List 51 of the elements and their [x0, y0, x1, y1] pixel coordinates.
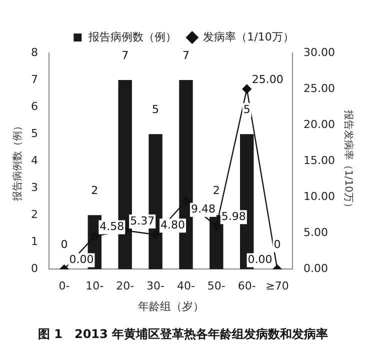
- data-label: 2: [212, 184, 220, 198]
- legend-label: 报告病例数（例）: [88, 30, 177, 44]
- y-tick-label: 2: [31, 208, 38, 222]
- x-tick-label: 0-: [58, 280, 70, 293]
- x-tick-label: ≥70: [266, 280, 289, 293]
- point: [181, 196, 191, 206]
- x-axis-title: 年龄组（岁）: [138, 300, 204, 313]
- x-tick-label: 60-: [238, 280, 256, 293]
- y2-tick-label: 5.00: [304, 226, 328, 240]
- data-label: 0: [274, 238, 281, 252]
- y-tick-label: 5: [31, 126, 38, 140]
- x-tick-label: 50-: [207, 280, 226, 293]
- data-label: 5.98: [221, 210, 246, 223]
- y-tick-label: 4: [31, 154, 38, 167]
- x-tick-label: 10-: [86, 280, 104, 293]
- x-tick-label: 20-: [116, 280, 134, 293]
- data-label: 7: [182, 48, 190, 62]
- point: [150, 230, 160, 240]
- data-label: 25.00: [252, 72, 284, 86]
- data-label: 4.80: [160, 218, 186, 232]
- data-label: 5.37: [130, 214, 155, 228]
- data-label: 7: [122, 48, 129, 62]
- y2-tick-label: 25.00: [304, 82, 336, 95]
- y-tick-label: 8: [31, 46, 38, 59]
- y2-tick-label: 30.00: [304, 46, 336, 59]
- data-label: 5: [152, 102, 160, 116]
- y2-axis-title: 报告发病率（1/10万）: [342, 108, 354, 212]
- y-tick-label: 3: [31, 180, 38, 194]
- data-label: 0: [60, 238, 68, 252]
- y-tick-label: 0: [31, 262, 38, 276]
- y-tick-label: 1: [31, 235, 38, 248]
- data-label: 4.58: [100, 220, 124, 234]
- y-tick-label: 7: [31, 72, 38, 86]
- point: [90, 232, 100, 241]
- data-label: 9.48: [190, 202, 216, 216]
- y-tick-label: 6: [31, 100, 38, 113]
- data-label: 2: [91, 184, 98, 198]
- x-tick-label: 30-: [146, 280, 165, 293]
- point: [242, 84, 252, 94]
- y2-tick-label: 20.00: [304, 118, 336, 131]
- data-label: 5: [243, 102, 250, 116]
- y2-tick-label: 15.00: [304, 154, 336, 167]
- data-label: 0.00: [69, 253, 94, 266]
- y-axis-title: 报告病例数（例）: [12, 121, 24, 202]
- text: 图 1 2013 年黄埔区登革热各年龄组发病数和发病率: [38, 326, 328, 341]
- data-label: 0.00: [248, 253, 272, 266]
- x-tick-label: 40-: [176, 280, 195, 293]
- y2-tick-label: 10.00: [304, 190, 336, 203]
- point: [212, 222, 222, 231]
- legend-label: 发病率（1/10万）: [203, 30, 294, 44]
- y2-tick-label: 0.00: [304, 262, 328, 276]
